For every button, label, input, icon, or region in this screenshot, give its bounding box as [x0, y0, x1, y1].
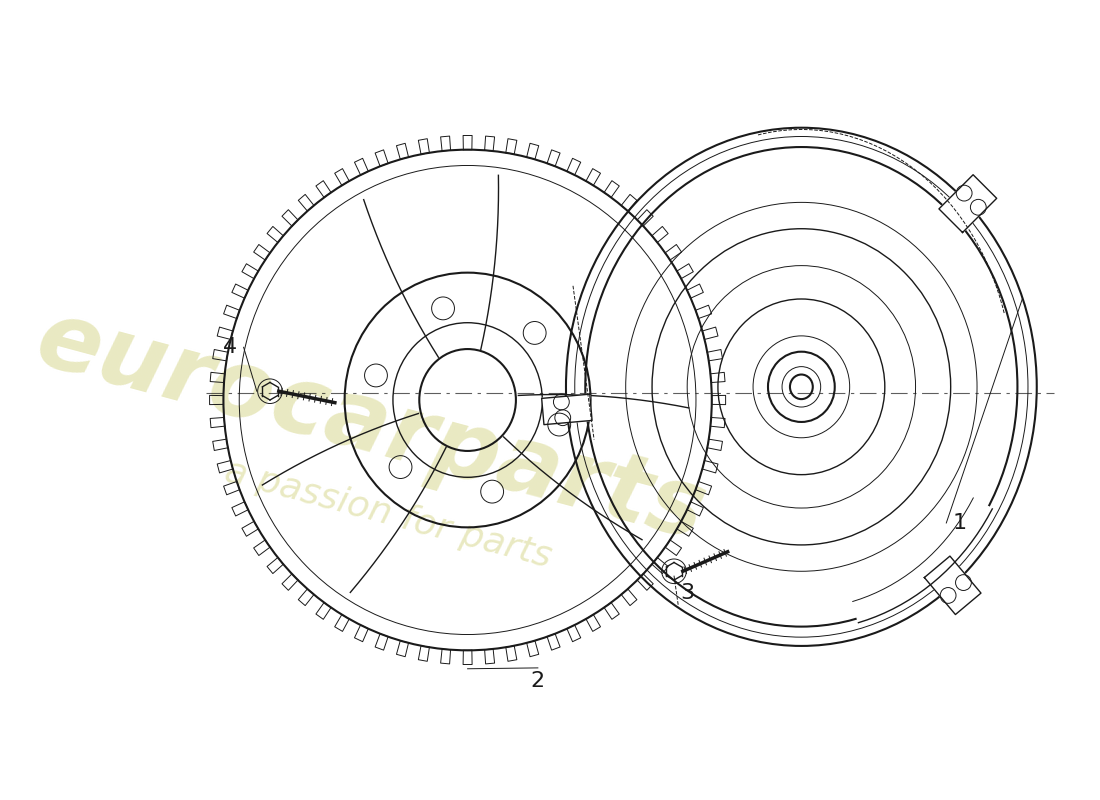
Text: 4: 4 [223, 338, 238, 358]
Polygon shape [852, 498, 992, 622]
Text: eurocarparts: eurocarparts [26, 293, 715, 560]
Polygon shape [939, 174, 997, 233]
Text: 2: 2 [531, 671, 544, 691]
Polygon shape [924, 556, 981, 614]
Text: a passion for parts: a passion for parts [221, 454, 556, 574]
Text: 1: 1 [953, 513, 967, 533]
Text: 3: 3 [680, 583, 694, 603]
Polygon shape [541, 394, 592, 425]
